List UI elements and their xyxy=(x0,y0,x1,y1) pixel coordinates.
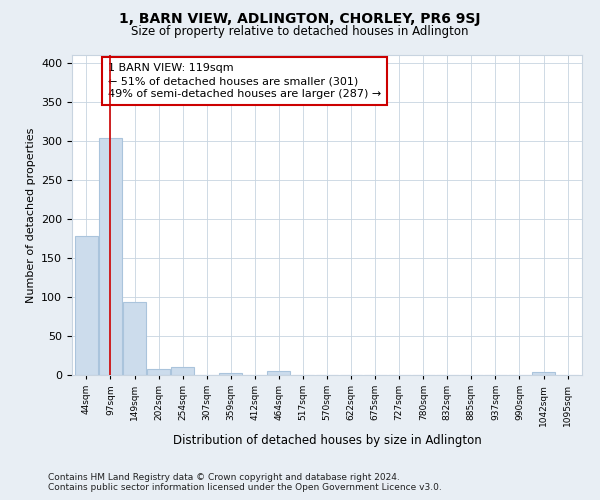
Bar xyxy=(220,372,242,375)
Bar xyxy=(123,302,146,375)
Text: Size of property relative to detached houses in Adlington: Size of property relative to detached ho… xyxy=(131,25,469,38)
Bar xyxy=(99,138,122,375)
Text: Contains HM Land Registry data © Crown copyright and database right 2024.
Contai: Contains HM Land Registry data © Crown c… xyxy=(48,473,442,492)
Bar xyxy=(171,367,194,375)
Bar xyxy=(75,236,98,375)
Text: 1, BARN VIEW, ADLINGTON, CHORLEY, PR6 9SJ: 1, BARN VIEW, ADLINGTON, CHORLEY, PR6 9S… xyxy=(119,12,481,26)
Text: 1 BARN VIEW: 119sqm
← 51% of detached houses are smaller (301)
49% of semi-detac: 1 BARN VIEW: 119sqm ← 51% of detached ho… xyxy=(108,63,381,100)
Bar xyxy=(147,369,170,375)
Y-axis label: Number of detached properties: Number of detached properties xyxy=(26,128,35,302)
Bar xyxy=(532,372,555,375)
X-axis label: Distribution of detached houses by size in Adlington: Distribution of detached houses by size … xyxy=(173,434,481,448)
Bar xyxy=(268,371,290,375)
